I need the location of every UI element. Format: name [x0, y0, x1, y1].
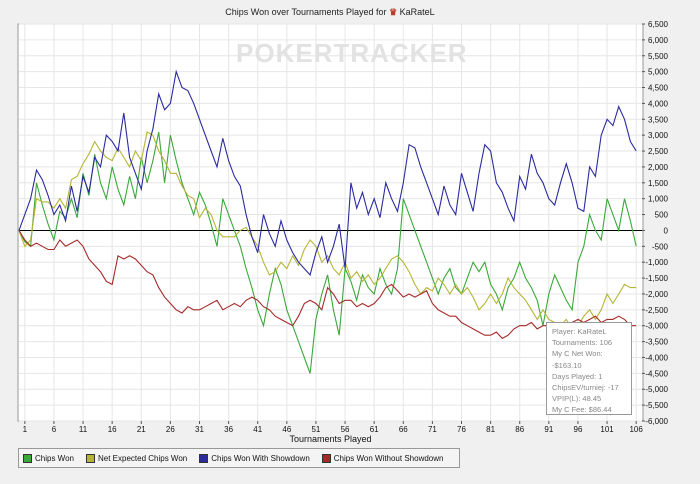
chart-title: Chips Won over Tournaments Played for ♛ …: [0, 7, 660, 18]
y-tick-label: 2,500: [648, 147, 669, 156]
x-tick-label: 26: [166, 425, 175, 434]
x-tick-label: 66: [399, 425, 408, 434]
watermark-logo: POKERTRACKER: [236, 38, 468, 68]
series-line-3: [18, 230, 637, 340]
legend-label: Chips Won: [35, 453, 74, 463]
legend-item-chips-won[interactable]: Chips Won: [23, 453, 74, 463]
tooltip-player: Player: KaRateL: [552, 327, 607, 336]
y-tick-label: 5,000: [648, 68, 669, 77]
x-tick-label: 101: [600, 425, 614, 434]
y-tick-label: -500: [652, 242, 669, 251]
x-tick-label: 91: [544, 425, 553, 434]
x-tick-label: 1: [23, 425, 28, 434]
tooltip-tournaments: Tournaments: 106: [552, 338, 613, 348]
legend-label: Net Expected Chips Won: [97, 453, 188, 463]
y-tick-label: 3,000: [648, 131, 669, 140]
x-tick-label: 46: [282, 425, 291, 434]
chart-title-player: KaRateL: [399, 7, 435, 17]
x-tick-label: 51: [311, 425, 320, 434]
legend-label: Chips Won Without Showdown: [333, 453, 444, 463]
x-tick-label: 6: [52, 425, 57, 434]
chart-title-text: Chips Won over Tournaments Played for: [225, 7, 387, 17]
y-tick-label: -5,000: [645, 385, 668, 394]
x-tick-label: 56: [341, 425, 350, 434]
legend-item-without-showdown[interactable]: Chips Won Without Showdown: [321, 453, 444, 463]
plot-area: [17, 23, 644, 422]
legend-swatch: [85, 453, 95, 463]
y-tick-label: 6,000: [648, 36, 669, 45]
legend-swatch: [321, 453, 331, 463]
y-tick-label: 2,000: [648, 163, 669, 172]
chart-legend: Chips Won Net Expected Chips Won Chips W…: [18, 448, 461, 468]
legend-swatch: [199, 453, 209, 463]
x-tick-label: 21: [137, 425, 146, 434]
x-tick-label: 36: [224, 425, 233, 434]
series-line-2: [18, 69, 637, 277]
x-tick-label: 106: [629, 425, 643, 434]
y-tick-label: -2,000: [645, 290, 668, 299]
legend-item-net-expected[interactable]: Net Expected Chips Won: [85, 453, 188, 463]
y-tick-label: 0: [664, 226, 669, 235]
y-tick-label: 500: [655, 211, 669, 220]
y-tick-label: 4,000: [648, 99, 669, 108]
x-tick-label: 41: [253, 425, 262, 434]
x-tick-label: 86: [515, 425, 524, 434]
y-tick-label: 1,500: [648, 179, 669, 188]
data-tooltip: Player: KaRateL Tournaments: 106 My C Ne…: [546, 322, 632, 415]
legend-swatch: [23, 453, 32, 463]
tooltip-vpip: VPIP(L): 48.45: [552, 394, 602, 404]
y-tick-label: -1,000: [645, 258, 668, 267]
x-tick-label: 16: [108, 425, 117, 434]
y-tick-label: 6,500: [648, 20, 669, 29]
x-tick-label: 81: [486, 425, 495, 434]
pokerstars-icon: ♛: [389, 7, 398, 17]
series-line-1: [18, 131, 637, 330]
y-tick-label: -4,500: [645, 369, 668, 378]
x-tick-label: 96: [574, 425, 583, 434]
y-tick-label: 5,500: [648, 52, 669, 61]
x-tick-label: 11: [79, 425, 88, 434]
series-line-0: [18, 131, 637, 374]
x-axis-label: Tournaments Played: [289, 434, 371, 444]
tooltip-fee: My C Fee: $86.44: [552, 405, 612, 415]
y-tick-label: 1,000: [648, 195, 669, 204]
y-tick-label: -3,000: [645, 322, 668, 331]
tooltip-days: Days Played: 1: [552, 371, 603, 381]
y-tick-label: -3,500: [645, 338, 668, 347]
x-tick-label: 61: [370, 425, 379, 434]
y-tick-label: -2,500: [645, 306, 668, 315]
y-tick-label: -6,000: [645, 417, 668, 426]
y-tick-label: -5,500: [645, 401, 668, 410]
y-tick-label: -4,000: [645, 353, 668, 362]
tooltip-chipsev: ChipsEV/turniej: -17: [552, 383, 619, 393]
legend-label: Chips Won With Showdown: [211, 453, 310, 463]
tooltip-net-won: My C Net Won: -$163.10: [552, 349, 603, 370]
y-tick-label: 4,500: [648, 84, 669, 93]
legend-item-with-showdown[interactable]: Chips Won With Showdown: [199, 453, 310, 463]
x-tick-label: 31: [195, 425, 204, 434]
x-tick-label: 71: [428, 425, 437, 434]
x-tick-label: 76: [457, 425, 466, 434]
y-tick-label: 3,500: [648, 115, 669, 124]
y-tick-label: -1,500: [645, 274, 668, 283]
